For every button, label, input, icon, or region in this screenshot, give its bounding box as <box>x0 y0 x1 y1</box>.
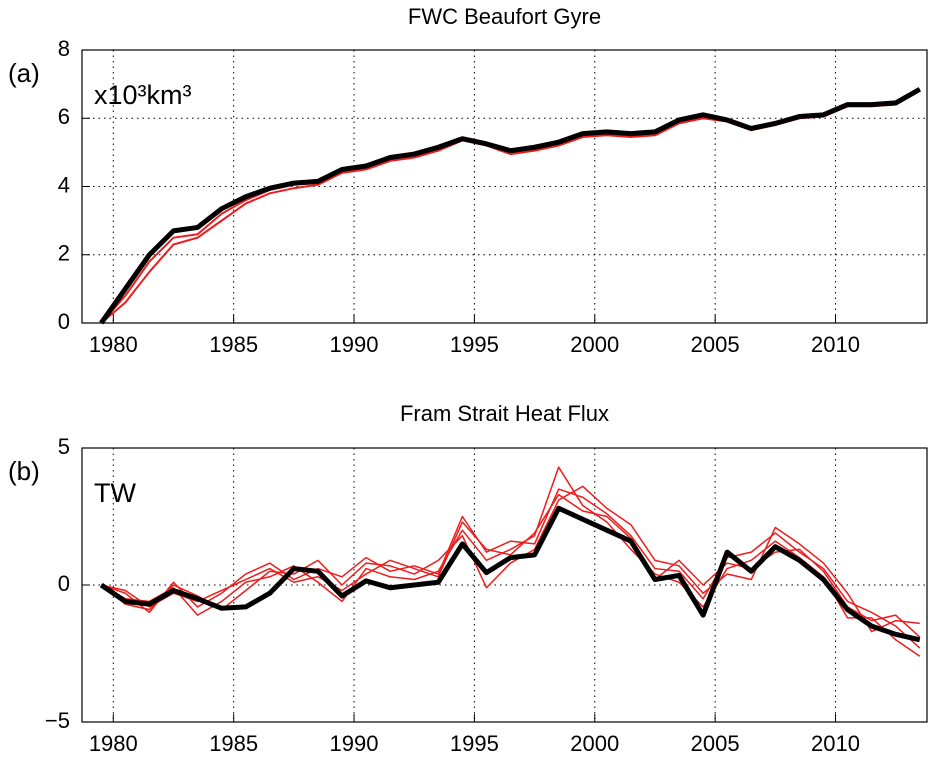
chart-title: FWC Beaufort Gyre <box>408 4 601 29</box>
unit-label: x10³km³ <box>94 80 192 110</box>
x-tick-label: 2010 <box>811 731 860 756</box>
y-tick-label: 5 <box>58 434 70 459</box>
chart-title: Fram Strait Heat Flux <box>400 401 609 426</box>
x-tick-label: 2005 <box>691 731 740 756</box>
panel-label: (b) <box>8 456 40 486</box>
x-tick-label: 1990 <box>330 731 379 756</box>
x-tick-label: 2000 <box>570 332 619 357</box>
x-tick-label: 2010 <box>811 332 860 357</box>
x-tick-label: 1995 <box>450 332 499 357</box>
plot-frame <box>81 447 928 723</box>
panel-label: (a) <box>8 58 40 88</box>
series-line <box>100 485 920 633</box>
y-tick-label: −5 <box>45 708 70 733</box>
x-tick-label: 1985 <box>209 332 258 357</box>
x-tick-label: 1980 <box>89 731 138 756</box>
series-line <box>101 488 921 649</box>
series-line <box>101 493 921 638</box>
x-tick-label: 1980 <box>89 332 138 357</box>
series-line <box>100 466 921 657</box>
x-tick-label: 2005 <box>691 332 740 357</box>
y-tick-label: 2 <box>58 241 70 266</box>
x-tick-label: 2000 <box>570 731 619 756</box>
plot-frame <box>81 49 928 324</box>
x-tick-label: 1995 <box>450 731 499 756</box>
y-tick-label: 0 <box>58 309 70 334</box>
unit-label: TW <box>94 478 136 508</box>
y-tick-label: 8 <box>58 36 70 61</box>
x-tick-label: 1985 <box>209 731 258 756</box>
y-tick-label: 4 <box>58 172 70 197</box>
y-tick-label: 6 <box>58 104 70 129</box>
x-tick-label: 1990 <box>330 332 379 357</box>
y-tick-label: 0 <box>58 571 70 596</box>
series-line <box>99 505 921 643</box>
series-line <box>99 87 922 325</box>
